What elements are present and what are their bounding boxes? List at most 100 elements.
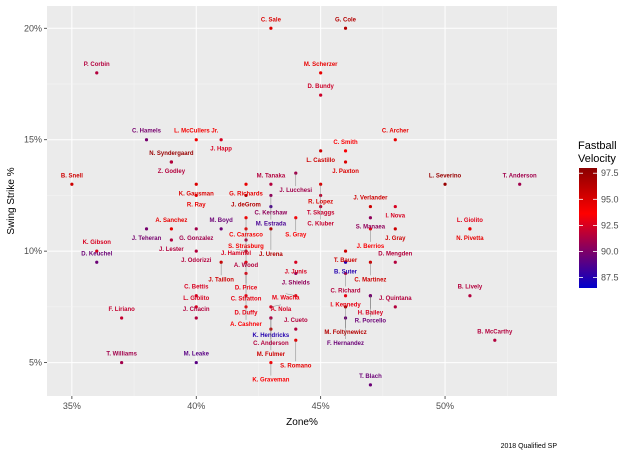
point-label: J. Lucchesi — [279, 188, 312, 194]
point-label: M. Tanaka — [257, 173, 286, 179]
legend-tick-label: 87.5 — [601, 273, 619, 283]
data-point — [443, 182, 447, 186]
legend-tick-label: 95.0 — [601, 194, 619, 204]
point-label: M. Wacha — [272, 296, 300, 302]
y-tick-label: 15% — [24, 135, 42, 145]
label-leader-line — [235, 248, 247, 252]
point-label: K. Graveman — [252, 378, 289, 384]
point-label: J. Happ — [210, 147, 232, 153]
data-point — [95, 249, 99, 253]
data-point — [120, 316, 124, 320]
point-label: J. Junis — [285, 269, 308, 275]
data-point — [294, 327, 298, 331]
data-point — [269, 26, 273, 30]
data-point — [319, 149, 323, 153]
plot-panel — [47, 6, 557, 396]
point-label: J. Paxton — [332, 169, 359, 175]
legend-tick-label: 92.5 — [601, 220, 619, 230]
point-label: G. Cole — [335, 17, 357, 23]
point-label: K. Gibson — [83, 240, 112, 246]
point-label: C. Richard — [331, 288, 361, 294]
data-point — [343, 149, 348, 153]
data-point — [343, 160, 348, 164]
data-point — [194, 193, 198, 198]
data-point — [294, 260, 298, 264]
point-label: J. Odorizzi — [181, 258, 212, 264]
data-point — [343, 26, 348, 30]
point-label: C. Smith — [333, 140, 358, 146]
data-point — [393, 305, 397, 309]
data-point — [468, 227, 472, 231]
data-point — [269, 182, 273, 186]
data-point — [169, 227, 173, 231]
point-label: I. Kennedy — [330, 303, 361, 309]
data-point — [343, 260, 348, 264]
data-point — [319, 182, 323, 186]
data-point — [493, 338, 497, 342]
point-label: J. Urena — [259, 252, 283, 258]
point-label: N. Syndergaard — [149, 151, 194, 157]
data-point — [194, 316, 198, 320]
point-label: L. Giolito — [457, 218, 483, 224]
point-label: J. Chacin — [183, 307, 210, 313]
legend-title-line-1: Fastball — [578, 140, 617, 152]
data-point — [194, 294, 198, 298]
legend-tick-label: 90.0 — [601, 246, 619, 256]
point-label: J. Gray — [385, 236, 406, 242]
data-point — [169, 238, 173, 242]
data-point — [144, 138, 149, 142]
point-label: J. Hammel — [221, 251, 251, 257]
point-label: D. Keuchel — [81, 251, 112, 257]
point-label: M. Scherzer — [304, 62, 338, 68]
point-label: D. Duffy — [235, 311, 259, 317]
point-label: T. Williams — [106, 352, 137, 358]
y-tick-label: 5% — [29, 358, 42, 368]
point-label: J. Lester — [159, 247, 184, 253]
data-point — [219, 227, 223, 231]
data-point — [393, 204, 397, 209]
point-label: L. Castillo — [306, 158, 335, 164]
point-label: M. Boyd — [209, 218, 233, 224]
point-label: M. Fulmer — [257, 352, 286, 358]
data-point — [269, 193, 273, 198]
data-point — [518, 182, 522, 186]
point-label: S. Romano — [280, 363, 312, 369]
data-point — [393, 260, 397, 264]
point-label: L. McCullers Jr. — [174, 129, 219, 135]
point-label: J. Taillon — [208, 277, 234, 283]
chart-caption: 2018 Qualified SP — [501, 443, 558, 450]
data-point — [368, 383, 373, 387]
point-label: J. Verlander — [353, 196, 388, 202]
data-point — [219, 138, 223, 142]
point-label: G. Gonzalez — [179, 236, 213, 242]
legend-colorbar — [579, 168, 597, 288]
point-label: R. Porcello — [355, 319, 387, 325]
point-label: S. Gray — [285, 233, 307, 239]
point-label: F. Hernandez — [327, 341, 364, 347]
point-label: T. Bauer — [334, 258, 358, 264]
data-point — [194, 360, 198, 365]
point-label: A. Nola — [271, 307, 292, 313]
point-label: I. Nova — [385, 214, 405, 220]
x-tick-label: 45% — [312, 401, 330, 411]
data-point — [194, 138, 198, 142]
data-point — [368, 216, 373, 220]
x-tick-label: 40% — [187, 401, 205, 411]
data-point — [194, 305, 198, 309]
point-label: A. Sanchez — [155, 218, 187, 224]
point-label: G. Richards — [229, 191, 263, 197]
data-point — [244, 193, 248, 198]
data-point — [95, 71, 99, 75]
y-axis-title: Swing Strike % — [6, 167, 17, 234]
point-label: C. Martinez — [354, 277, 386, 283]
point-label: J. Quintana — [379, 296, 412, 302]
point-label: J. Shields — [282, 280, 311, 286]
point-label: C. Kluber — [307, 222, 334, 228]
data-point — [70, 182, 74, 186]
point-label: J. Cueto — [284, 318, 308, 324]
point-label: D. Price — [235, 285, 258, 291]
data-point — [393, 227, 397, 231]
axis-ticks: 35% 40% 45% 50% 5% 10% 15% 20% — [24, 23, 454, 411]
point-label: C. Sale — [261, 17, 282, 23]
